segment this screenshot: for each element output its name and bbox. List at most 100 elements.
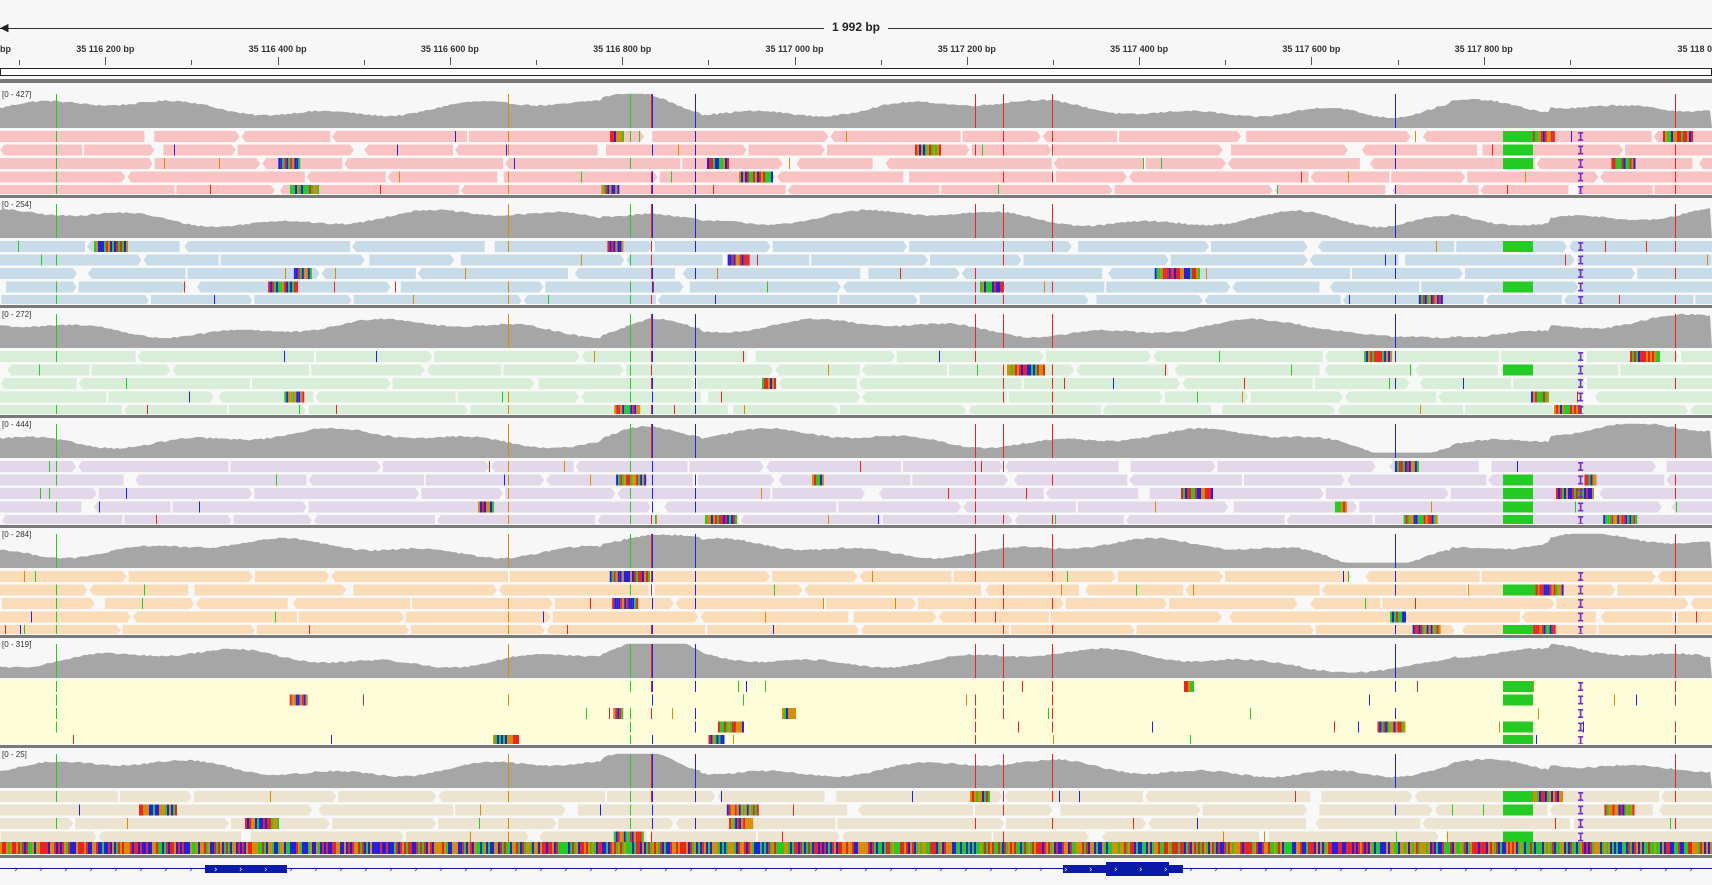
read-alignment[interactable] <box>1315 818 1421 829</box>
read-alignment[interactable] <box>1686 721 1712 733</box>
read-alignment[interactable] <box>1060 804 1201 816</box>
read-alignment[interactable] <box>1229 611 1398 623</box>
insertion-icon[interactable]: I <box>1577 350 1584 364</box>
read-alignment[interactable] <box>0 708 130 719</box>
read-alignment[interactable] <box>552 611 699 623</box>
read-alignment[interactable] <box>1312 721 1392 733</box>
read-alignment[interactable] <box>882 515 1013 524</box>
read-alignment[interactable] <box>1467 171 1599 183</box>
read-alignment[interactable] <box>1211 241 1308 252</box>
read-alignment[interactable] <box>1422 818 1570 829</box>
sample-track[interactable]: [0 - 319] I I I I I <box>0 638 1712 748</box>
read-alignment[interactable] <box>840 405 967 414</box>
read-alignment[interactable] <box>938 611 1049 623</box>
read-alignment[interactable] <box>425 474 545 486</box>
read-alignment[interactable] <box>1598 625 1712 634</box>
read-alignment[interactable] <box>0 351 136 362</box>
read-alignment[interactable] <box>523 295 656 304</box>
read-alignment[interactable] <box>1465 405 1556 414</box>
read-alignment[interactable] <box>0 378 77 389</box>
read-alignment[interactable] <box>837 818 1004 829</box>
read-alignment[interactable] <box>1666 474 1712 486</box>
read-alignment[interactable] <box>622 571 771 582</box>
read-alignment[interactable] <box>353 295 522 304</box>
read-alignment[interactable] <box>1327 735 1408 744</box>
read-alignment[interactable] <box>78 461 229 472</box>
read-alignment[interactable] <box>1319 804 1433 816</box>
read-alignment[interactable] <box>1014 515 1124 524</box>
read-alignment[interactable] <box>1480 185 1569 194</box>
read-alignment[interactable] <box>457 391 580 403</box>
read-alignment[interactable] <box>69 681 168 692</box>
read-alignment[interactable] <box>292 598 411 609</box>
read-alignment[interactable] <box>1102 831 1259 843</box>
read-alignment[interactable] <box>382 461 489 472</box>
read-alignment[interactable] <box>1182 378 1313 389</box>
read-alignment[interactable] <box>1102 405 1212 414</box>
read-alignment[interactable] <box>1569 241 1712 252</box>
read-alignment[interactable] <box>0 171 126 183</box>
read-alignment[interactable] <box>1004 461 1119 472</box>
read-alignment[interactable] <box>905 681 1079 692</box>
read-alignment[interactable] <box>778 474 911 486</box>
read-alignment[interactable] <box>733 681 892 692</box>
insertion-icon[interactable]: I <box>1577 130 1584 144</box>
read-alignment[interactable] <box>1169 598 1298 609</box>
sample-track[interactable]: [0 - 272] I I I I I <box>0 308 1712 418</box>
read-alignment[interactable] <box>929 254 1022 266</box>
read-alignment[interactable] <box>825 735 1001 744</box>
read-alignment[interactable] <box>1189 268 1351 279</box>
read-alignment[interactable] <box>188 721 273 733</box>
read-alignment[interactable] <box>137 351 315 362</box>
read-alignment[interactable] <box>1617 584 1712 596</box>
read-alignment[interactable] <box>1008 391 1163 403</box>
read-alignment[interactable] <box>135 474 307 486</box>
read-alignment[interactable] <box>861 364 947 376</box>
read-alignment[interactable] <box>161 735 317 744</box>
read-alignment[interactable] <box>0 735 160 744</box>
read-alignment[interactable] <box>1002 281 1105 293</box>
read-alignment[interactable] <box>256 625 410 634</box>
read-alignment[interactable] <box>909 171 1054 183</box>
read-alignment[interactable] <box>412 598 553 609</box>
read-alignment[interactable] <box>804 584 982 596</box>
read-alignment[interactable] <box>853 611 937 623</box>
read-alignment[interactable] <box>313 515 435 524</box>
read-alignment[interactable] <box>127 171 305 183</box>
read-alignment[interactable] <box>652 131 829 142</box>
read-alignment[interactable] <box>826 144 970 156</box>
read-alignment[interactable] <box>1076 364 1169 376</box>
read-alignment[interactable] <box>885 158 1052 169</box>
read-alignment[interactable] <box>0 571 127 582</box>
read-alignment[interactable] <box>332 818 437 829</box>
insertion-icon[interactable]: I <box>1577 391 1584 405</box>
read-alignment[interactable] <box>143 254 219 266</box>
read-alignment[interactable] <box>163 144 236 156</box>
read-alignment[interactable] <box>1310 171 1390 183</box>
read-alignment[interactable] <box>696 378 777 389</box>
read-alignment[interactable] <box>968 405 1101 414</box>
read-alignment[interactable] <box>104 598 195 609</box>
read-alignment[interactable] <box>438 791 606 802</box>
read-alignment[interactable] <box>672 735 824 744</box>
coverage-track[interactable]: [0 - 284] <box>0 528 1712 568</box>
read-alignment[interactable] <box>262 158 343 169</box>
read-alignment[interactable] <box>971 144 1052 156</box>
read-alignment[interactable] <box>1465 268 1636 279</box>
read-alignment[interactable] <box>1002 735 1101 744</box>
read-alignment[interactable] <box>419 681 558 692</box>
read-alignment[interactable] <box>869 694 950 706</box>
coverage-track[interactable]: [0 - 319] <box>0 638 1712 678</box>
read-alignment[interactable] <box>737 721 866 733</box>
read-alignment[interactable] <box>84 144 155 156</box>
read-alignment[interactable] <box>279 681 418 692</box>
read-alignment[interactable] <box>1329 281 1420 293</box>
read-alignment[interactable] <box>98 488 253 499</box>
read-alignment[interactable] <box>1382 598 1555 609</box>
read-alignment[interactable] <box>592 721 736 733</box>
read-alignment[interactable] <box>383 721 489 733</box>
read-alignment[interactable] <box>150 295 253 304</box>
